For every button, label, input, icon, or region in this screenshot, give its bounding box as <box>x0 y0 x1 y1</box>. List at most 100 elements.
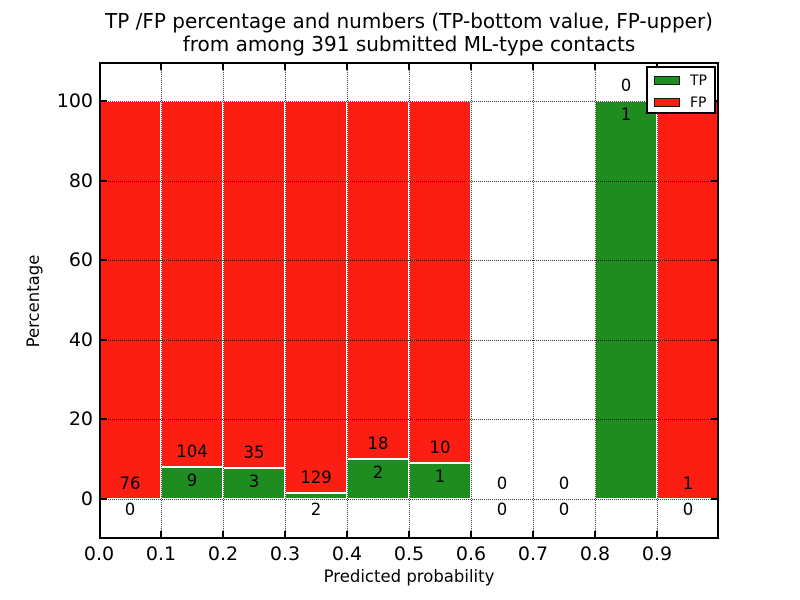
tick-mark-right <box>711 259 717 262</box>
top-spine <box>99 62 719 64</box>
gridline-horizontal <box>99 339 717 341</box>
x-tick-label: 0.5 <box>393 543 425 565</box>
y-tick-label: 80 <box>68 169 93 192</box>
tp-count-label: 1 <box>434 466 446 486</box>
fp-count-label: 10 <box>429 437 451 457</box>
tick-mark-top <box>408 64 410 70</box>
tick-mark-left <box>101 100 107 102</box>
legend-item: FP <box>648 93 714 112</box>
x-tick-label: 0.4 <box>331 543 363 565</box>
tp-count-label: 2 <box>372 463 384 483</box>
tp-count-label: 0 <box>124 500 136 519</box>
fp-count-label: 0 <box>558 474 570 493</box>
x-axis-label: Predicted probability <box>323 567 495 586</box>
tick-mark-right <box>711 338 717 341</box>
tp-count-label: 0 <box>496 500 508 519</box>
tick-mark-bottom <box>470 531 472 537</box>
bar-fp-segment <box>657 101 719 499</box>
y-tick-label: 0 <box>80 488 93 510</box>
chart-title: TP /FP percentage and numbers (TP-bottom… <box>19 10 799 56</box>
bar-tp-segment <box>595 101 657 499</box>
right-spine <box>717 62 719 539</box>
gridline-vertical <box>161 62 162 537</box>
gridline-vertical <box>285 62 286 537</box>
tp-count-label: 1 <box>620 105 632 124</box>
gridline-vertical <box>533 62 534 537</box>
tp-count-label: 0 <box>558 500 570 519</box>
x-tick-label: 0.9 <box>641 543 673 565</box>
bar-fp-segment <box>409 101 471 463</box>
tick-mark-left <box>101 179 107 182</box>
gridline-vertical <box>595 62 596 537</box>
bar-tp-segment <box>347 459 409 499</box>
tp-count-label: 2 <box>310 500 322 519</box>
tp-count-label: 3 <box>248 471 260 491</box>
bar-tp-segment <box>285 492 347 499</box>
tp-count-label: 9 <box>186 471 198 491</box>
tick-mark-top <box>470 64 472 70</box>
fp-count-label: 0 <box>620 76 632 95</box>
bottom-spine <box>99 537 719 539</box>
tick-mark-bottom <box>656 531 658 537</box>
bar-fp-segment <box>285 101 347 493</box>
gridline-vertical <box>223 62 224 537</box>
bar-fp-segment <box>347 101 409 460</box>
fp-count-label: 0 <box>496 474 508 493</box>
tick-mark-left <box>101 338 107 341</box>
tick-mark-bottom <box>284 531 286 537</box>
x-tick-label: 0.3 <box>269 543 301 565</box>
x-tick-label: 0.8 <box>579 543 611 565</box>
y-tick-label: 60 <box>68 249 93 272</box>
gridline-vertical <box>657 62 658 537</box>
gridline-vertical <box>347 62 348 537</box>
y-tick-label: 100 <box>56 90 93 112</box>
tick-mark-left <box>101 418 107 421</box>
gridline-horizontal <box>99 419 717 421</box>
x-tick-label: 0.2 <box>207 543 239 565</box>
bar-fp-segment <box>99 101 161 499</box>
x-tick-label: 0.6 <box>455 543 487 565</box>
tick-mark-bottom <box>346 531 348 537</box>
tp-swatch-icon <box>654 76 680 85</box>
fp-count-label: 104 <box>176 442 208 462</box>
tick-mark-right <box>711 179 717 182</box>
gridline-horizontal <box>99 180 717 182</box>
tick-mark-left <box>101 498 107 500</box>
y-axis-label: Percentage <box>24 254 43 348</box>
bar-fp-segment <box>161 101 223 468</box>
fp-count-label: 18 <box>367 434 389 454</box>
y-tick-label: 20 <box>68 408 93 431</box>
left-spine <box>99 62 101 539</box>
fp-count-label: 76 <box>119 474 141 493</box>
bar-tp-segment <box>223 467 285 499</box>
fp-swatch-icon <box>654 98 680 107</box>
tick-mark-bottom <box>408 531 410 537</box>
fp-count-label: 129 <box>300 467 332 487</box>
bar-tp-segment <box>161 467 223 499</box>
gridline-horizontal <box>99 499 717 500</box>
gridline-horizontal <box>99 101 717 102</box>
legend: TP FP <box>646 66 716 114</box>
bar-tp-segment <box>409 462 471 499</box>
legend-item: TP <box>648 71 714 90</box>
legend-item-label: TP <box>690 72 707 89</box>
tick-mark-bottom <box>222 531 224 537</box>
tick-mark-top <box>160 64 162 70</box>
chart-title-line1: TP /FP percentage and numbers (TP-bottom… <box>105 9 713 33</box>
tick-mark-left <box>101 259 107 262</box>
tick-mark-bottom <box>160 531 162 537</box>
y-tick-label: 40 <box>68 328 93 351</box>
tick-mark-right <box>711 418 717 421</box>
gridline-vertical <box>409 62 410 537</box>
chart-title-line2: from among 391 submitted ML-type contact… <box>182 32 636 56</box>
x-tick-label: 0.0 <box>83 543 115 565</box>
tick-mark-bottom <box>532 531 534 537</box>
bar-fp-segment <box>223 101 285 468</box>
tick-mark-top <box>346 64 348 70</box>
x-tick-label: 0.1 <box>145 543 177 565</box>
tick-mark-right <box>711 498 717 500</box>
tick-mark-top <box>222 64 224 70</box>
tick-mark-top <box>284 64 286 70</box>
fp-count-label: 35 <box>243 442 265 462</box>
